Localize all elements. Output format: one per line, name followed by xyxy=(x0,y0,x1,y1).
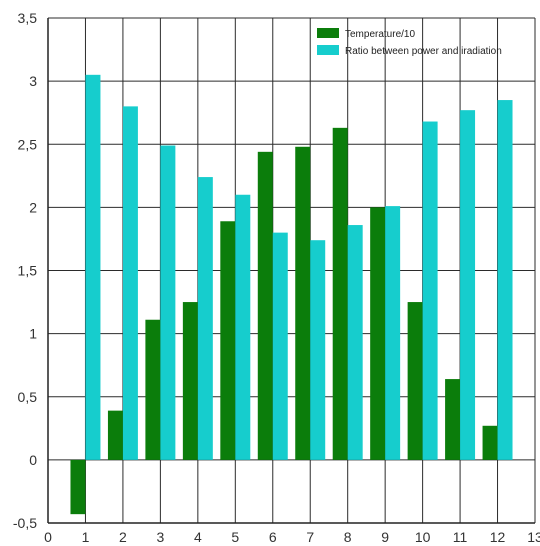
temperature-bar xyxy=(332,127,348,460)
x-tick-label: 3 xyxy=(156,529,164,545)
temperature-bar xyxy=(257,151,273,460)
x-tick-label: 5 xyxy=(231,529,239,545)
ratio-bar xyxy=(122,106,138,460)
y-tick-label: 3,5 xyxy=(18,10,38,26)
x-tick-label: 4 xyxy=(194,529,202,545)
x-tick-label: 0 xyxy=(44,529,52,545)
legend: Temperature/10 Ratio between power and i… xyxy=(317,28,502,57)
temperature-bar xyxy=(370,207,386,460)
x-tick-label: 9 xyxy=(381,529,389,545)
legend-swatch-temperature xyxy=(317,28,339,38)
axes xyxy=(47,18,535,524)
x-tick-label: 12 xyxy=(490,529,506,545)
y-tick-label: 2 xyxy=(29,199,37,215)
temperature-bar xyxy=(482,425,498,460)
x-tick-label: 13 xyxy=(527,529,540,545)
x-tick-label: 1 xyxy=(82,529,90,545)
x-tick-label: 6 xyxy=(269,529,277,545)
y-tick-label: 1,5 xyxy=(18,263,38,279)
ratio-bar xyxy=(197,177,213,460)
legend-label-ratio: Ratio between power and iradiation xyxy=(345,46,502,57)
y-tick-label: 0,5 xyxy=(18,389,38,405)
ratio-bar xyxy=(160,145,176,460)
ratio-bar xyxy=(272,232,288,460)
x-tick-label: 7 xyxy=(306,529,314,545)
ratio-bar xyxy=(497,100,513,460)
y-axis-tick-labels: -0,5 0 0,5 1 1,5 2 2,5 3 3,5 xyxy=(13,10,37,531)
temperature-bar xyxy=(407,302,423,460)
x-tick-label: 11 xyxy=(453,529,468,545)
temperature-bar xyxy=(445,379,461,460)
x-tick-label: 2 xyxy=(119,529,127,545)
x-axis-tick-labels: 0 1 2 3 4 5 6 7 8 9 10 11 12 13 xyxy=(44,529,540,545)
temperature-bar xyxy=(182,302,198,460)
y-tick-label: 2,5 xyxy=(18,136,38,152)
ratio-bar xyxy=(460,110,476,460)
ratio-bar xyxy=(310,240,326,460)
y-tick-label: 1 xyxy=(29,326,37,342)
temperature-bar xyxy=(70,459,86,515)
bars xyxy=(70,74,513,515)
temperature-bar xyxy=(107,410,123,460)
legend-swatch-ratio xyxy=(317,45,339,55)
ratio-bar xyxy=(85,74,101,460)
temperature-bar xyxy=(220,221,236,460)
ratio-bar xyxy=(422,121,438,460)
x-tick-label: 8 xyxy=(344,529,352,545)
ratio-bar xyxy=(347,225,363,460)
ratio-bar xyxy=(385,206,401,460)
temperature-bar xyxy=(145,319,161,460)
x-tick-label: 10 xyxy=(415,529,431,545)
y-tick-label: 0 xyxy=(29,452,37,468)
legend-label-temperature: Temperature/10 xyxy=(345,29,415,40)
y-tick-label: -0,5 xyxy=(13,515,37,531)
y-tick-label: 3 xyxy=(29,73,37,89)
temperature-bar xyxy=(295,146,311,460)
ratio-bar xyxy=(235,194,251,460)
